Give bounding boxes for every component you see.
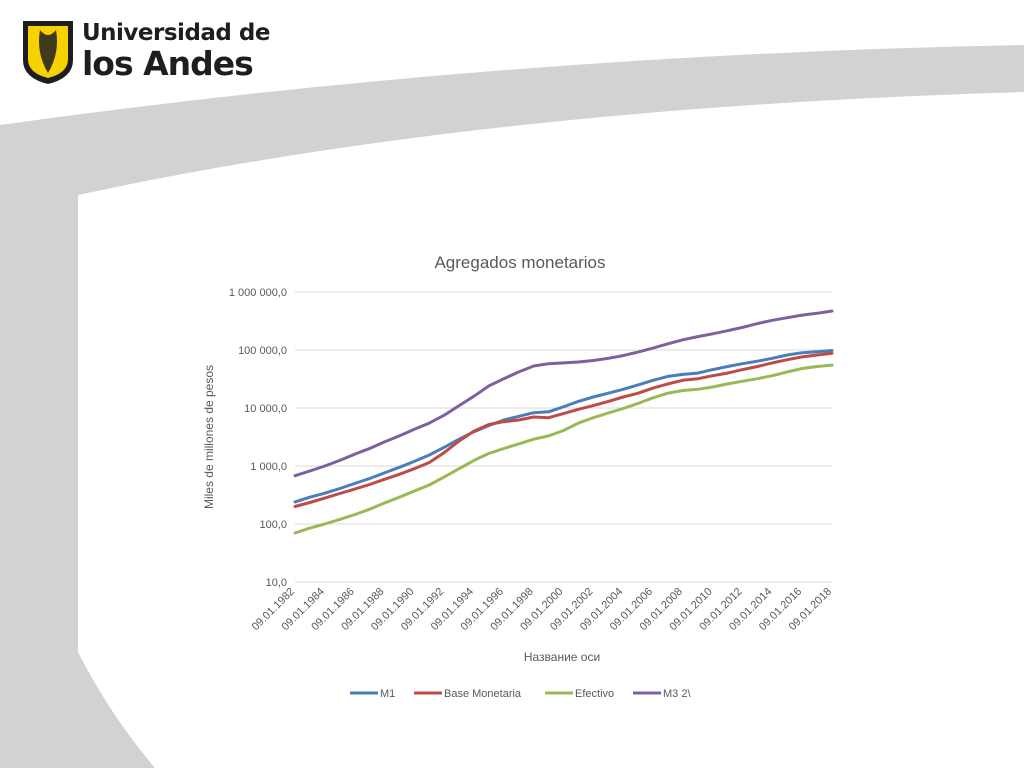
series-line xyxy=(293,363,834,535)
shield-emblem-icon xyxy=(23,21,73,84)
y-tick-label: 1 000 000,0 xyxy=(229,287,287,299)
series-line xyxy=(293,309,834,478)
y-tick-label: 10 000,0 xyxy=(244,403,287,415)
logo-text-line1: Universidad de xyxy=(82,20,270,46)
y-tick-label: 100 000,0 xyxy=(238,345,287,357)
legend-label: M1 xyxy=(380,688,395,700)
series-lines xyxy=(293,309,834,535)
series-line xyxy=(293,351,834,508)
x-tick-labels: 09.01.198209.01.198409.01.198609.01.1988… xyxy=(250,586,834,633)
gray-band-shape xyxy=(0,45,1024,768)
y-tick-label: 1 000,0 xyxy=(250,461,287,473)
legend: M1 Base Monetaria Efectivo M3 2\ xyxy=(350,688,691,700)
y-tick-label: 10,0 xyxy=(266,577,287,589)
x-axis-label: Название оси xyxy=(524,650,600,664)
y-tick-labels: 10,0 100,0 1 000,0 10 000,0 100 000,0 1 000 0… xyxy=(229,287,287,589)
logo-text-line2: los Andes xyxy=(82,44,254,83)
legend-label: Base Monetaria xyxy=(444,688,522,700)
gridlines xyxy=(295,291,832,583)
y-tick-label: 100,0 xyxy=(259,519,287,531)
y-axis-label: Miles de millones de pesos xyxy=(202,365,216,509)
legend-label: Efectivo xyxy=(575,688,614,700)
university-logo: Universidad de los Andes xyxy=(20,18,270,88)
chart-title: Agregados monetarios xyxy=(434,253,605,272)
series-line xyxy=(293,349,834,504)
legend-label: M3 2\ xyxy=(663,688,691,700)
